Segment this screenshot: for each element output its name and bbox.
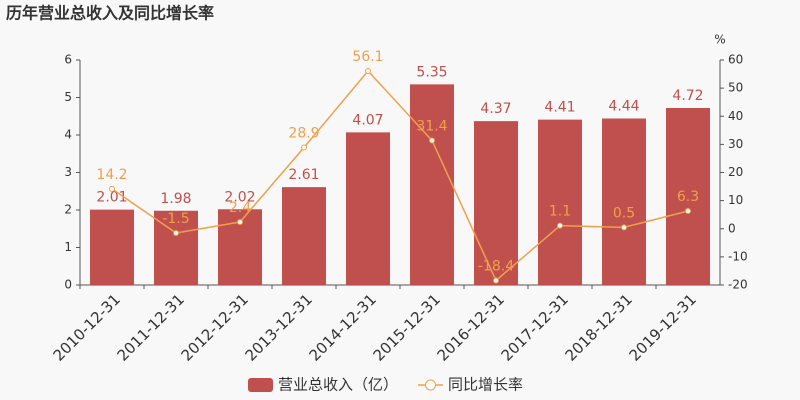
bar [282,187,326,285]
line-point [493,277,499,284]
bar-value-label: 4.07 [352,112,383,128]
line-point [429,137,435,144]
legend-swatch [248,378,273,392]
bar-value-label: 4.41 [544,100,575,116]
y2-tick-label: 50 [728,81,743,95]
chart-title: 历年营业总收入及同比增长率 [6,4,214,23]
y2-tick-label: -10 [728,249,748,263]
line-value-label: -1.5 [162,211,189,227]
bar-value-label: 1.98 [160,191,191,207]
legend-swatch-point [425,379,437,391]
bar [538,119,582,285]
bar-value-label: 2.61 [288,167,319,183]
bar-value-label: 2.01 [96,190,127,206]
bar-value-label: 4.72 [672,88,703,104]
y2-tick-label: 60 [728,53,743,67]
line-point [557,222,563,229]
bar [410,84,454,285]
bar-value-label: 4.44 [608,99,639,115]
line-point [237,219,243,225]
line-point [301,144,307,151]
bar [474,121,518,285]
y-tick-label: 4 [64,128,72,142]
y-tick-label: 5 [64,90,72,104]
line-value-label: 56.1 [352,49,383,65]
y2-tick-label: 0 [728,221,736,235]
y-tick-label: 3 [64,165,72,179]
line-point [685,208,691,215]
y2-tick-label: 20 [728,165,743,179]
line-point [365,67,371,74]
bar [666,108,710,285]
y2-tick-label: 10 [728,193,743,207]
line-value-label: 28.9 [288,125,319,141]
line-value-label: 2.4 [229,200,251,216]
y-tick-label: 6 [64,53,72,67]
y2-axis-label: % [714,33,725,47]
y2-tick-label: 40 [728,109,743,123]
line-value-label: 0.5 [613,205,635,221]
line-value-label: 1.1 [549,204,571,220]
line [111,69,689,282]
y-tick-label: 2 [64,203,72,217]
y2-tick-label: 30 [728,137,743,151]
line-value-label: 31.4 [416,118,447,134]
bar [346,132,390,285]
bar-value-label: 4.37 [480,101,511,117]
bar-value-label: 2.02 [224,189,255,205]
legend-label: 同比增长率 [448,376,523,394]
line-value-label: 6.3 [677,189,699,205]
legend-label: 营业总收入（亿） [278,376,398,394]
line-value-label: 14.2 [96,167,127,183]
line-value-label: -18.4 [478,259,514,275]
y-tick-label: 1 [64,240,72,254]
bar [90,209,134,285]
line-point [621,224,627,231]
line-point [173,229,179,236]
bar-value-label: 5.35 [416,64,447,80]
y2-tick-label: -20 [728,278,748,292]
line-point [109,185,115,192]
y-tick-label: 0 [64,278,72,292]
bar [602,118,646,285]
